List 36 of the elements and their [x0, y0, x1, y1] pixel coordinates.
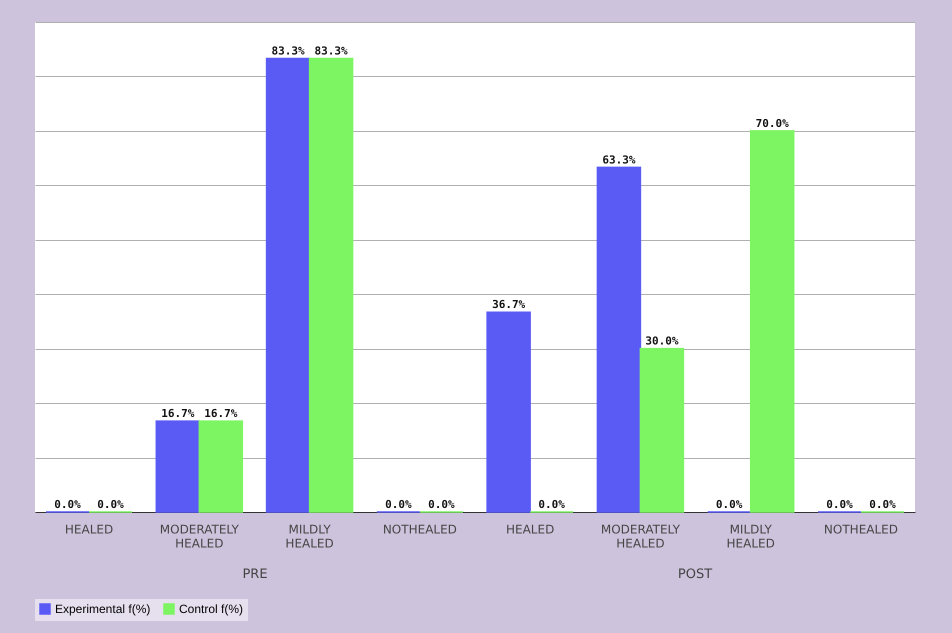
data-label: 0.0% — [428, 498, 455, 511]
x-tick-label: HEALED — [64, 522, 114, 536]
x-tick-label: MODERATELY HEALED — [600, 522, 681, 550]
data-label: 16.7% — [204, 407, 238, 420]
x-tick-label: MODERATELY HEALED — [160, 522, 240, 550]
bar — [198, 420, 244, 513]
bar — [486, 311, 531, 513]
data-label: 63.3% — [602, 153, 636, 166]
data-label: 0.0% — [826, 498, 854, 511]
text: PRE — [242, 567, 268, 582]
data-label: 0.0% — [385, 498, 412, 511]
x-tick-label: NOTHEALED — [824, 522, 898, 536]
data-label: 83.3% — [272, 44, 306, 58]
bar — [308, 58, 354, 513]
bar — [640, 348, 684, 513]
bar — [596, 166, 642, 513]
x-tick-label: MILDLY HEALED — [726, 522, 775, 550]
data-label: 0.0% — [869, 498, 896, 511]
data-label: 83.3% — [314, 44, 348, 58]
x-tick-label: NOTHEALED — [382, 522, 457, 536]
bar — [750, 130, 794, 513]
data-label: 0.0% — [538, 498, 566, 511]
bar — [156, 420, 200, 513]
bar — [266, 58, 310, 513]
x-tick-label: MILDLY HEALED — [285, 522, 334, 550]
data-label: 0.0% — [97, 498, 124, 511]
legend-label: Experimental f(%) — [55, 602, 150, 616]
data-label: 30.0% — [645, 334, 679, 348]
data-label: 70.0% — [756, 116, 790, 130]
data-label: 16.7% — [161, 407, 195, 420]
data-label: 0.0% — [716, 498, 743, 511]
text: POST — [678, 567, 712, 582]
legend-label: Control f(%) — [179, 602, 244, 616]
x-tick-label: HEALED — [506, 522, 554, 536]
data-label: 36.7% — [492, 298, 526, 312]
data-label: 0.0% — [54, 498, 82, 511]
